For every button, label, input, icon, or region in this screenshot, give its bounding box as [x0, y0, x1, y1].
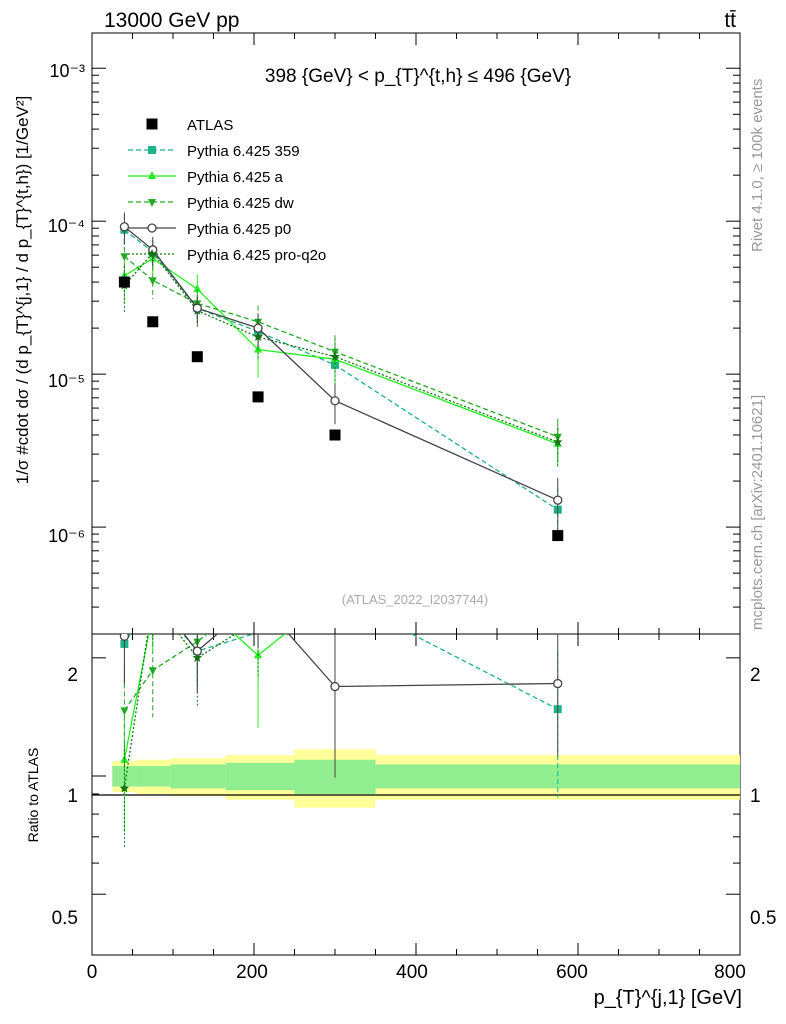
ratio-tick-label: 0.5: [52, 908, 78, 929]
process-label: tt̄: [724, 9, 736, 32]
ratio-point-pdw: [148, 667, 157, 676]
ratio-tick-label-right: 0.5: [750, 908, 776, 929]
main-point-atlas: [552, 530, 564, 542]
x-tick-label: 200: [236, 962, 268, 983]
ratio-band-stat: [170, 764, 226, 789]
legend-marker-pdw: [148, 199, 156, 207]
ratio-point-pp0: [192, 646, 202, 656]
main-point-atlas: [252, 391, 264, 403]
legend-item-pythia-dw: Pythia 6.425 dw: [128, 195, 294, 212]
main-point-pp0: [119, 222, 130, 232]
legend-item-pythia-a: Pythia 6.425 a: [128, 169, 284, 186]
ratio-point-pq2o: [119, 783, 130, 793]
main-point-pp0: [330, 396, 340, 406]
main-point-pp0: [253, 323, 263, 333]
x-tick-label: 800: [714, 962, 746, 983]
main-line-pq2o: [123, 251, 559, 443]
main-line-pp0: [123, 226, 559, 501]
side-label-bottom: mcplots.cern.ch [arXiv:2401.10621]: [749, 395, 766, 630]
main-point-pdw: [120, 253, 129, 262]
main-point-pq2o: [330, 351, 340, 361]
x-tick-label: 0: [87, 962, 98, 983]
legend-marker-p359: [148, 146, 156, 154]
main-point-pa: [193, 284, 202, 293]
legend-label: Pythia 6.425 pro-q2o: [187, 247, 326, 264]
legend-item-pythia-pro-q2o: Pythia 6.425 pro-q2o: [128, 247, 326, 264]
y-tick-label: 10⁻⁴: [48, 216, 85, 236]
bin-label: 398 {GeV} < p_{T}^{t,h} ≤ 496 {GeV}: [265, 66, 571, 87]
energy-label: 13000 GeV pp: [104, 9, 239, 32]
legend-marker-atlas: [146, 118, 158, 130]
main-point-atlas: [118, 276, 130, 288]
main-line-pa: [124, 257, 559, 445]
x-tick-label: 600: [556, 962, 588, 983]
y-tick-label: 10⁻⁵: [48, 371, 85, 391]
legend-item-pythia-359: Pythia 6.425 359: [128, 143, 300, 160]
legend-label: Pythia 6.425 a: [187, 169, 284, 186]
legend-item-atlas: ATLAS: [146, 117, 233, 134]
axis-ticks: [91, 33, 741, 955]
ratio-tick-label-right: 2: [750, 665, 761, 686]
main-point-pq2o: [552, 437, 563, 447]
ratio-line-pp0: [123, 634, 558, 688]
ratio-line-p359: [123, 634, 559, 710]
main-point-atlas: [329, 429, 341, 441]
y-tick-label: 10⁻⁶: [48, 526, 85, 546]
ratio-line-pa: [123, 634, 286, 760]
ratio-series-group: [119, 634, 563, 847]
y-axis-label-ratio: Ratio to ATLAS: [25, 748, 41, 843]
x-tick-label: 400: [396, 962, 428, 983]
ratio-line-pdw: [123, 634, 209, 711]
ratio-point-pp0: [330, 681, 340, 692]
ratio-point-pp0: [119, 634, 130, 641]
x-axis-label: p_{T}^{j,1} [GeV]: [594, 987, 742, 1009]
ratio-band-stat: [225, 762, 295, 791]
main-point-pp0: [553, 495, 563, 505]
legend-item-pythia-p0: Pythia 6.425 p0: [128, 221, 291, 238]
legend-marker-pq2o: [147, 249, 157, 259]
main-point-pp0: [192, 303, 202, 313]
legend-label: Pythia 6.425 dw: [187, 195, 294, 212]
legend: ATLAS Pythia 6.425 359 Pythia 6.425 a Py…: [128, 117, 326, 264]
ratio-tick-label: 2: [67, 665, 78, 686]
ratio-point-pdw: [120, 707, 129, 716]
main-point-pdw: [148, 277, 157, 286]
main-line-pdw: [123, 255, 559, 438]
legend-marker-pp0: [147, 223, 157, 233]
side-label-top: Rivet 4.1.0, ≥ 100k events: [749, 79, 766, 252]
ratio-tick-label: 1: [67, 786, 78, 807]
ratio-uncertainty-bands: [112, 749, 740, 808]
main-point-atlas: [191, 351, 203, 363]
legend-label: Pythia 6.425 359: [187, 143, 300, 160]
main-point-atlas: [147, 316, 159, 328]
y-axis-label-main: 1/σ #cdot dσ / (d p_{T}^{j,1} / d p_{T}^…: [13, 96, 32, 485]
ratio-tick-label-right: 1: [750, 786, 761, 807]
ratio-band-stat: [136, 766, 171, 787]
main-series-group: [118, 212, 564, 542]
legend-label: ATLAS: [187, 117, 233, 134]
ratio-band-stat: [375, 764, 740, 789]
legend-label: Pythia 6.425 p0: [187, 221, 291, 238]
ratio-point-pp0: [553, 678, 563, 689]
analysis-label: (ATLAS_2022_I2037744): [342, 592, 488, 607]
y-tick-label: 10⁻³: [49, 61, 85, 81]
main-line-p359: [123, 229, 559, 511]
legend-marker-pa: [148, 171, 156, 179]
